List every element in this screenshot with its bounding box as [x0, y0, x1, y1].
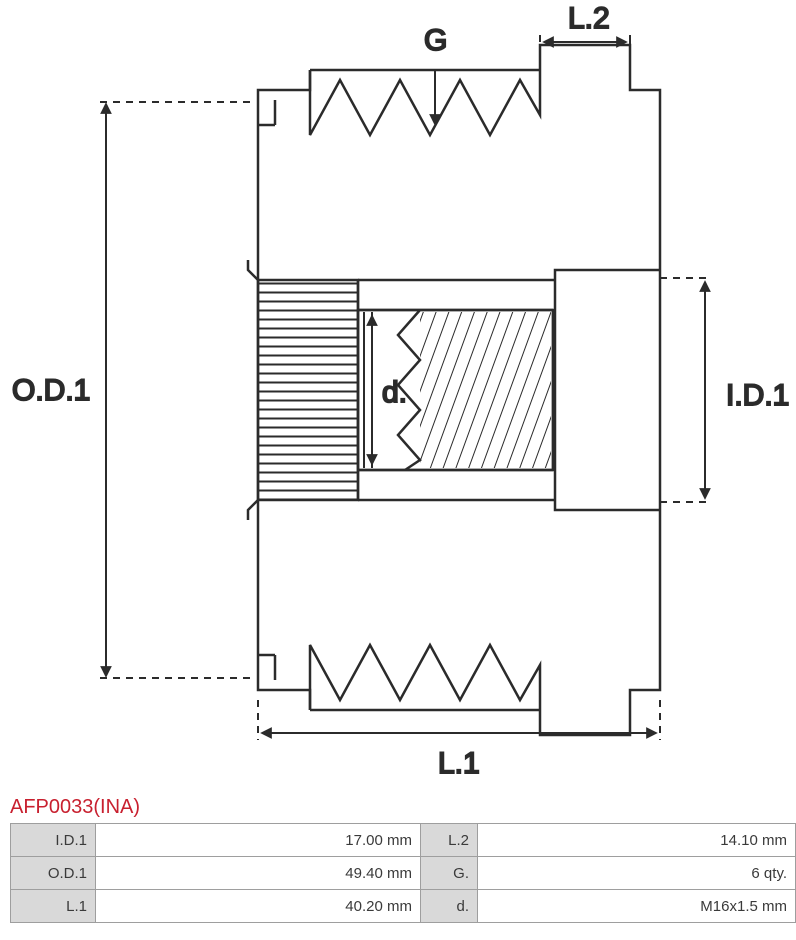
- cell-label: d.: [421, 890, 478, 923]
- technical-drawing: O.D.1 I.D.1 L.1 L.2 G d.: [0, 0, 796, 790]
- cell-value: 14.10 mm: [478, 824, 796, 857]
- spec-table: I.D.1 17.00 mm L.2 14.10 mm O.D.1 49.40 …: [10, 823, 796, 923]
- cell-label: L.2: [421, 824, 478, 857]
- label-l1: L.1: [438, 747, 480, 780]
- cell-value: 40.20 mm: [96, 890, 421, 923]
- cell-value: 6 qty.: [478, 857, 796, 890]
- cell-label: L.1: [11, 890, 96, 923]
- table-row: L.1 40.20 mm d. M16x1.5 mm: [11, 890, 796, 923]
- cell-value: 17.00 mm: [96, 824, 421, 857]
- cell-value: M16x1.5 mm: [478, 890, 796, 923]
- cell-label: I.D.1: [11, 824, 96, 857]
- label-od1: O.D.1: [12, 374, 90, 407]
- label-d: d.: [382, 376, 407, 409]
- label-g: G: [424, 24, 447, 57]
- table-row: O.D.1 49.40 mm G. 6 qty.: [11, 857, 796, 890]
- label-id1: I.D.1: [726, 379, 789, 412]
- cell-label: O.D.1: [11, 857, 96, 890]
- cell-value: 49.40 mm: [96, 857, 421, 890]
- part-number: AFP0033(INA): [0, 790, 796, 823]
- label-l2: L.2: [568, 2, 610, 35]
- cell-label: G.: [421, 857, 478, 890]
- table-row: I.D.1 17.00 mm L.2 14.10 mm: [11, 824, 796, 857]
